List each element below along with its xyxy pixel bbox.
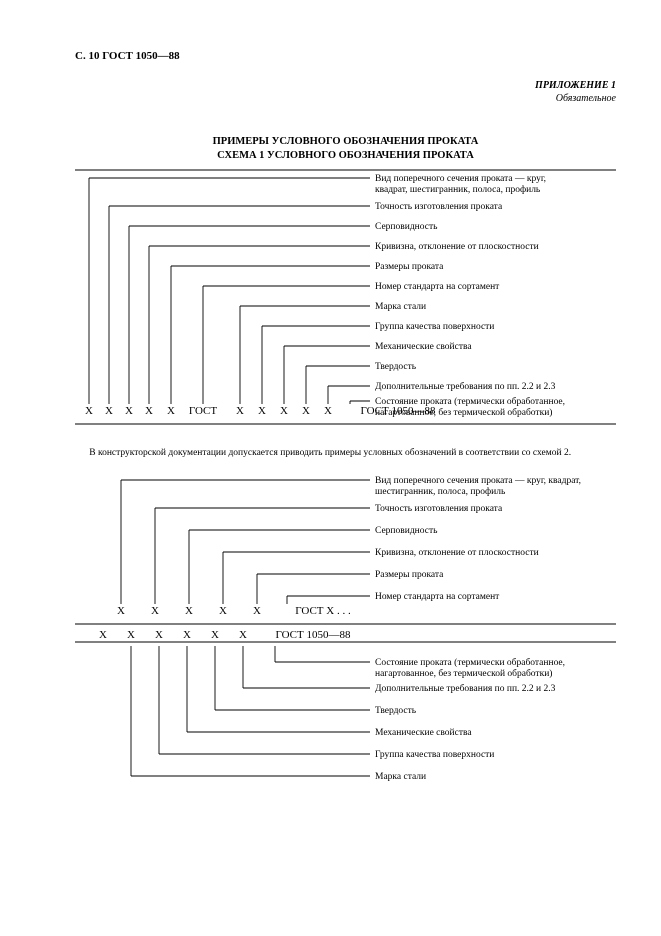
designation-label: Кривизна, отклонение от плоскостности bbox=[375, 548, 539, 558]
designation-placeholder: ГОСТ 1050—88 bbox=[276, 629, 351, 641]
designation-placeholder: X bbox=[324, 405, 332, 417]
designation-placeholder: X bbox=[125, 405, 133, 417]
standard-page: С. 10 ГОСТ 1050—88 ПРИЛОЖЕНИЕ 1 Обязател… bbox=[0, 0, 661, 936]
designation-label: нагартованное, без термической обработки… bbox=[375, 668, 552, 679]
designation-label: Номер стандарта на сортамент bbox=[375, 592, 500, 602]
appendix-block: ПРИЛОЖЕНИЕ 1 Обязательное bbox=[75, 80, 616, 105]
designation-placeholder: X bbox=[99, 629, 107, 641]
designation-label: нагартованное, без термической обработки… bbox=[375, 407, 552, 418]
designation-placeholder: X bbox=[85, 405, 93, 417]
designation-placeholder: X bbox=[211, 629, 219, 641]
appendix-number: ПРИЛОЖЕНИЕ 1 bbox=[75, 80, 616, 93]
designation-placeholder: X bbox=[117, 605, 125, 617]
designation-label: Марка стали bbox=[375, 302, 426, 312]
designation-label: Серповидность bbox=[375, 526, 438, 536]
schema-2-top-svg: X X X X X ГОСТ X . . . Вид поперечного сечения… bbox=[75, 468, 616, 628]
designation-placeholder: ГОСТ bbox=[189, 405, 218, 417]
schema-2-numerator: X X X X X ГОСТ X . . . Вид поперечного сечения… bbox=[75, 468, 616, 628]
designation-label: Размеры проката bbox=[375, 570, 444, 580]
designation-placeholder: X bbox=[183, 629, 191, 641]
designation-placeholder: X bbox=[167, 405, 175, 417]
designation-label: Состояние проката (термически обработанн… bbox=[375, 396, 565, 407]
designation-placeholder: X bbox=[145, 405, 153, 417]
designation-label: Марка стали bbox=[375, 772, 426, 782]
designation-label: Группа качества поверхности bbox=[375, 322, 494, 332]
schema-1-svg: XXXXXГОСТXXXXXГОСТ 1050—88Вид поперечног… bbox=[75, 166, 616, 441]
inter-schema-text: В конструкторской документации допускает… bbox=[75, 447, 616, 460]
designation-label: Твердость bbox=[375, 362, 417, 372]
designation-label: Вид поперечного сечения проката — круг, … bbox=[375, 476, 581, 486]
designation-placeholder: X bbox=[155, 629, 163, 641]
page-header: С. 10 ГОСТ 1050—88 bbox=[75, 50, 616, 62]
designation-label: Размеры проката bbox=[375, 262, 444, 272]
designation-placeholder: X bbox=[236, 405, 244, 417]
designation-label: квадрат, шестигранник, полоса, профиль bbox=[375, 184, 541, 195]
title-line-1: ПРИМЕРЫ УСЛОВНОГО ОБОЗНАЧЕНИЯ ПРОКАТА bbox=[75, 135, 616, 149]
designation-placeholder: X bbox=[239, 629, 247, 641]
designation-placeholder: X bbox=[280, 405, 288, 417]
designation-label: Точность изготовления проката bbox=[375, 504, 503, 514]
designation-label: Дополнительные требования по пп. 2.2 и 2… bbox=[375, 683, 556, 694]
designation-label: Серповидность bbox=[375, 222, 438, 232]
designation-label: Твердость bbox=[375, 706, 417, 716]
designation-label: Группа качества поверхности bbox=[375, 750, 494, 760]
titles-block: ПРИМЕРЫ УСЛОВНОГО ОБОЗНАЧЕНИЯ ПРОКАТА СХ… bbox=[75, 135, 616, 163]
designation-label: Номер стандарта на сортамент bbox=[375, 282, 500, 292]
designation-placeholder: X bbox=[219, 605, 227, 617]
designation-label: Кривизна, отклонение от плоскостности bbox=[375, 242, 539, 252]
schema-2-bot-svg: X X X X X X ГОСТ 1050—88 Состояние проката (тер… bbox=[75, 628, 616, 800]
designation-placeholder: X bbox=[127, 629, 135, 641]
designation-label: Состояние проката (термически обработанн… bbox=[375, 657, 565, 668]
designation-label: шестигранник, полоса, профиль bbox=[375, 486, 506, 497]
designation-placeholder: X bbox=[105, 405, 113, 417]
designation-label: Дополнительные требования по пп. 2.2 и 2… bbox=[375, 381, 556, 392]
schema-1: XXXXXГОСТXXXXXГОСТ 1050—88Вид поперечног… bbox=[75, 166, 616, 441]
title-line-2: СХЕМА 1 УСЛОВНОГО ОБОЗНАЧЕНИЯ ПРОКАТА bbox=[75, 149, 616, 163]
designation-placeholder: X bbox=[253, 605, 261, 617]
schema-2-denominator: X X X X X X ГОСТ 1050—88 Состояние проката (тер… bbox=[75, 628, 616, 800]
designation-placeholder: X bbox=[302, 405, 310, 417]
designation-label: Вид поперечного сечения проката — круг, bbox=[375, 174, 546, 184]
designation-label: Точность изготовления проката bbox=[375, 202, 503, 212]
designation-placeholder: ГОСТ X . . . bbox=[295, 605, 351, 617]
designation-placeholder: X bbox=[258, 405, 266, 417]
designation-label: Механические свойства bbox=[375, 341, 472, 352]
appendix-type: Обязательное bbox=[75, 93, 616, 106]
designation-placeholder: X bbox=[185, 605, 193, 617]
designation-placeholder: X bbox=[151, 605, 159, 617]
designation-label: Механические свойства bbox=[375, 727, 472, 738]
